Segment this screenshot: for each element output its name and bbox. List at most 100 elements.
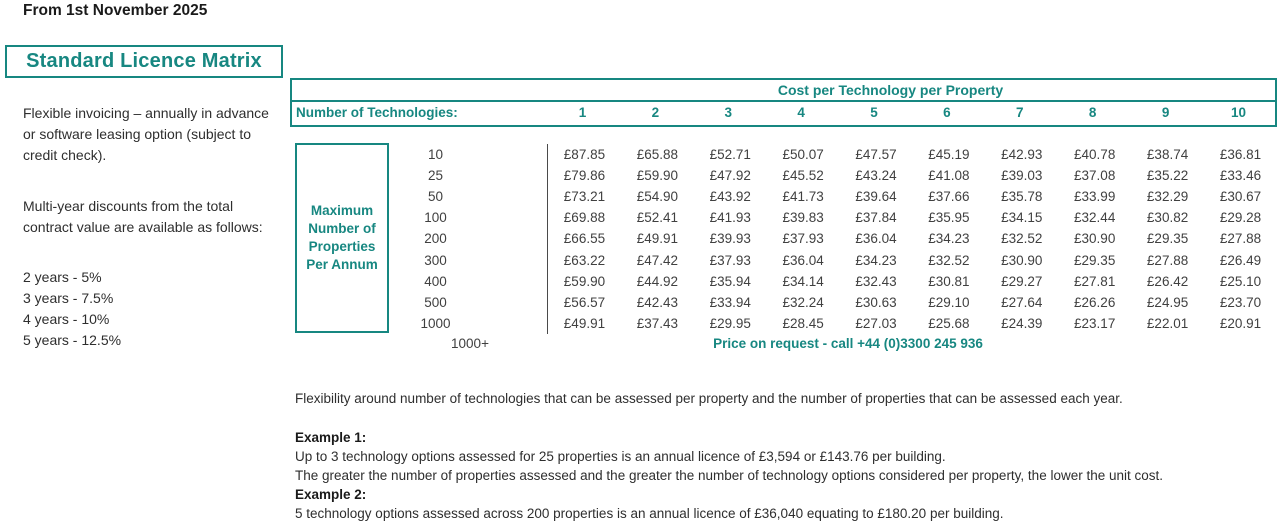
price-cell: £28.45 bbox=[782, 315, 824, 331]
price-cell: £37.43 bbox=[636, 315, 678, 331]
property-row: 25 £79.86 £59.90 £47.92 £45.52 £43.24 £41.08 £3… bbox=[290, 165, 1277, 187]
price-cell: £50.07 bbox=[782, 147, 824, 163]
tech-count-cell: 9 bbox=[1161, 105, 1170, 120]
price-cell: £30.82 bbox=[1146, 210, 1189, 226]
price-cell: £42.93 bbox=[1001, 147, 1043, 163]
price-cell: £22.01 bbox=[1146, 315, 1189, 331]
price-cell: £79.86 bbox=[563, 168, 606, 184]
cost-per-technology-title: Cost per Technology per Property bbox=[777, 82, 1004, 98]
price-cell: £34.23 bbox=[855, 252, 897, 268]
price-cell: £54.90 bbox=[636, 189, 678, 205]
price-cell: £37.08 bbox=[1074, 168, 1116, 184]
discount-intro: Multi-year discounts from the total cont… bbox=[23, 198, 263, 235]
properties-group-label-line: Number of bbox=[308, 221, 376, 236]
price-cell: £29.10 bbox=[928, 294, 970, 310]
properties-group-label-line: Per Annum bbox=[306, 257, 378, 272]
price-cell: £27.81 bbox=[1074, 273, 1116, 289]
price-cell: £41.08 bbox=[928, 168, 970, 184]
price-cell: £32.52 bbox=[928, 252, 970, 268]
price-cell: £47.57 bbox=[855, 147, 897, 163]
price-cell: £32.52 bbox=[1001, 231, 1043, 247]
price-cell: £29.27 bbox=[1001, 273, 1043, 289]
price-cell: £32.43 bbox=[855, 273, 897, 289]
price-cell: £65.88 bbox=[636, 147, 678, 163]
property-row: 400 £59.90 £44.92 £35.94 £34.14 £32.43 £30.81 £… bbox=[290, 270, 1277, 292]
example-1-line-2: The greater the number of properties ass… bbox=[295, 468, 1164, 483]
effective-date-heading: From 1st November 2025 bbox=[23, 2, 208, 19]
price-cell: £23.17 bbox=[1074, 315, 1116, 331]
price-cell: £36.81 bbox=[1219, 147, 1262, 163]
price-cell: £43.24 bbox=[855, 168, 897, 184]
price-cell: £29.35 bbox=[1146, 231, 1189, 247]
price-cell: £49.91 bbox=[636, 231, 678, 247]
flexibility-note: Flexibility around number of technologie… bbox=[295, 391, 1123, 406]
matrix-body: 10 £87.85 £65.88 £52.71 £50.07 £47.57 £45.19 £4… bbox=[290, 144, 1277, 334]
price-cell: £30.67 bbox=[1219, 189, 1262, 205]
tech-count-cell: 6 bbox=[943, 105, 951, 120]
price-cell: £26.42 bbox=[1146, 273, 1189, 289]
tech-count-cell: 10 bbox=[1230, 105, 1246, 120]
example-1-label: Example 1: bbox=[295, 430, 367, 445]
price-cell: £29.95 bbox=[709, 315, 751, 331]
price-cell: £39.93 bbox=[709, 231, 751, 247]
licence-matrix-title: Standard Licence Matrix bbox=[26, 50, 262, 72]
discount-item: 3 years - 7.5% bbox=[23, 290, 114, 306]
discount-item: 5 years - 12.5% bbox=[23, 332, 122, 348]
price-cell: £27.64 bbox=[1001, 294, 1043, 310]
properties-group-box: Maximum Number of Properties Per Annum bbox=[295, 143, 389, 333]
price-cell: £45.52 bbox=[782, 168, 824, 184]
price-cell: £30.81 bbox=[928, 273, 970, 289]
price-cell: £30.90 bbox=[1001, 252, 1043, 268]
property-row: 500 £56.57 £42.43 £33.94 £32.24 £30.63 £29.10 £… bbox=[290, 291, 1277, 313]
price-cell: £27.03 bbox=[855, 315, 897, 331]
property-row: 50 £73.21 £54.90 £43.92 £41.73 £39.64 £37.66 £3… bbox=[290, 186, 1277, 208]
price-cell: £41.93 bbox=[709, 210, 751, 226]
discount-list: 2 years - 5% 3 years - 7.5% 4 years - 10… bbox=[23, 267, 121, 351]
price-cell: £45.19 bbox=[928, 147, 970, 163]
price-cell: £52.41 bbox=[636, 210, 678, 226]
price-cell: £33.46 bbox=[1219, 168, 1262, 184]
price-cell: £41.73 bbox=[782, 189, 824, 205]
price-cell: £40.78 bbox=[1074, 147, 1116, 163]
property-count-cell: 1000 bbox=[290, 312, 548, 334]
price-cell: £35.22 bbox=[1146, 168, 1189, 184]
tech-count-cell: 8 bbox=[1088, 105, 1097, 120]
price-cell: £27.88 bbox=[1146, 252, 1189, 268]
tech-count-header-row: Number of Technologies: 1 2 3 4 5 6 7 8 9 10 bbox=[292, 102, 1275, 123]
price-cell: £56.57 bbox=[563, 294, 606, 310]
property-count-cell: 25 bbox=[290, 165, 548, 187]
price-cell: £59.90 bbox=[563, 273, 606, 289]
price-cell: £24.39 bbox=[1001, 315, 1043, 331]
property-row: 1000 £49.91 £37.43 £29.95 £28.45 £27.03 £25.68… bbox=[290, 312, 1277, 334]
properties-group-label-line: Properties bbox=[308, 239, 376, 254]
price-cell: £37.93 bbox=[709, 252, 751, 268]
price-cell: £32.44 bbox=[1074, 210, 1116, 226]
price-cell: £27.88 bbox=[1219, 231, 1262, 247]
price-cell: £34.15 bbox=[1001, 210, 1043, 226]
property-count-cell: 500 bbox=[290, 291, 548, 313]
tech-count-cell: 5 bbox=[870, 105, 878, 120]
price-cell: £63.22 bbox=[563, 252, 606, 268]
price-cell: £66.55 bbox=[563, 231, 606, 247]
price-cell: £44.92 bbox=[636, 273, 678, 289]
price-cell: £35.95 bbox=[928, 210, 970, 226]
price-cell: £69.88 bbox=[563, 210, 606, 226]
price-cell: £35.78 bbox=[1001, 189, 1043, 205]
price-cell: £43.92 bbox=[709, 189, 751, 205]
price-cell: £73.21 bbox=[563, 189, 606, 205]
price-cell: £34.23 bbox=[928, 231, 970, 247]
price-cell: £52.71 bbox=[709, 147, 751, 163]
price-cell: £29.35 bbox=[1074, 252, 1116, 268]
price-cell: £24.95 bbox=[1146, 294, 1189, 310]
discount-item: 2 years - 5% bbox=[23, 269, 102, 285]
discount-item: 4 years - 10% bbox=[23, 311, 110, 327]
property-row: 100 £69.88 £52.41 £41.93 £39.83 £37.84 £35.95 £… bbox=[290, 207, 1277, 229]
property-row: 200 £66.55 £49.91 £39.93 £37.93 £36.04 £34.23 £… bbox=[290, 228, 1277, 250]
price-cell: £39.03 bbox=[1001, 168, 1043, 184]
price-cell: £49.91 bbox=[563, 315, 606, 331]
price-cell: £36.04 bbox=[782, 252, 824, 268]
price-cell: £39.83 bbox=[782, 210, 824, 226]
price-cell: £33.94 bbox=[709, 294, 751, 310]
price-on-request-note: Price on request - call +44 (0)3300 245 … bbox=[713, 336, 983, 351]
